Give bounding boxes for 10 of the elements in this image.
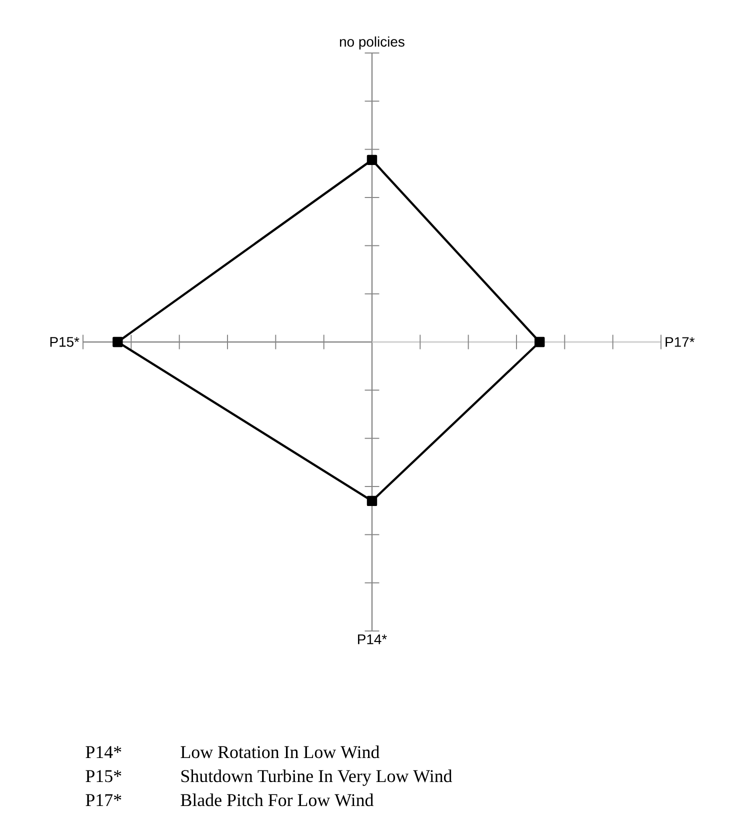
text: P14* [86,746,122,758]
text: Blade Pitch For Low Wind [180,794,374,806]
text: Shutdown Turbine In Very Low Wind [181,770,452,786]
text: P17* [86,794,122,806]
spoke-label: no policies [340,36,404,50]
spoke-label: P15* [50,337,80,347]
text: Low Rotation In Low Wind [180,746,380,758]
spoke-label: P14* [358,634,387,644]
text: P15* [86,770,122,782]
spoke-label: P17* [666,337,695,347]
